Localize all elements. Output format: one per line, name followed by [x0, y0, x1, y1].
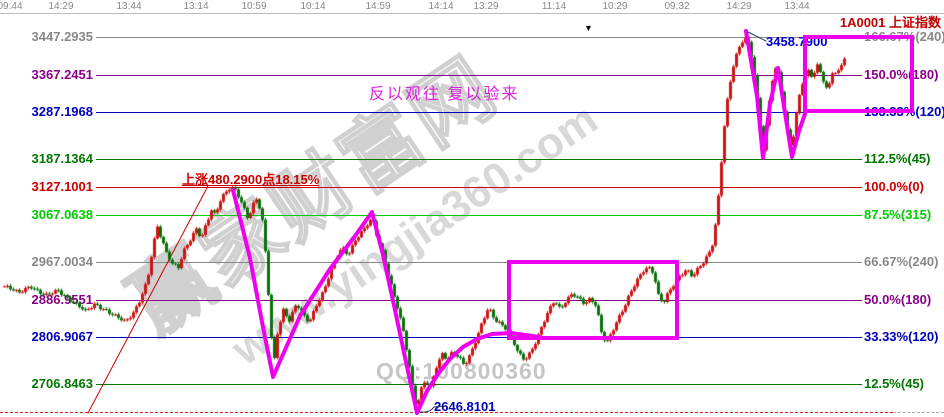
box-annotation-topright[interactable]: [803, 35, 914, 113]
time-label: 10:29: [602, 1, 628, 12]
time-label: 10:14: [300, 1, 326, 12]
time-label: 14:29: [48, 1, 74, 12]
box-annotation-middle[interactable]: [507, 260, 679, 340]
time-label: 13:29: [473, 1, 499, 12]
time-label: 14:29: [726, 1, 752, 12]
peak-pointer-line: [747, 31, 767, 42]
time-axis: 09:44 14:29 13:44 13:14 10:59 10:14 14:59 14:14…: [0, 0, 944, 13]
time-label: 13:14: [183, 1, 209, 12]
rise-annotation: 上涨480.2900点18.15%: [182, 172, 320, 187]
marker-triangle-icon: ▼: [584, 23, 593, 33]
quote-annotation: 反以观往 复以验来: [369, 86, 520, 103]
time-label: 14:59: [365, 1, 391, 12]
time-label: 13:44: [784, 1, 810, 12]
symbol-label: 1A0001 上证指数: [839, 15, 941, 30]
low-price-label: 2646.8101: [434, 399, 496, 414]
time-label: 11:14: [541, 1, 567, 12]
time-label: 09:32: [664, 1, 690, 12]
time-label: 09:44: [0, 1, 23, 12]
zigzag-annotation-right[interactable]: [744, 29, 808, 160]
time-label: 10:59: [241, 1, 267, 12]
low-pointer-line: [418, 405, 447, 413]
zigzag-annotation-left[interactable]: [231, 188, 542, 415]
time-label: 14:14: [428, 1, 454, 12]
time-label: 13:44: [116, 1, 142, 12]
